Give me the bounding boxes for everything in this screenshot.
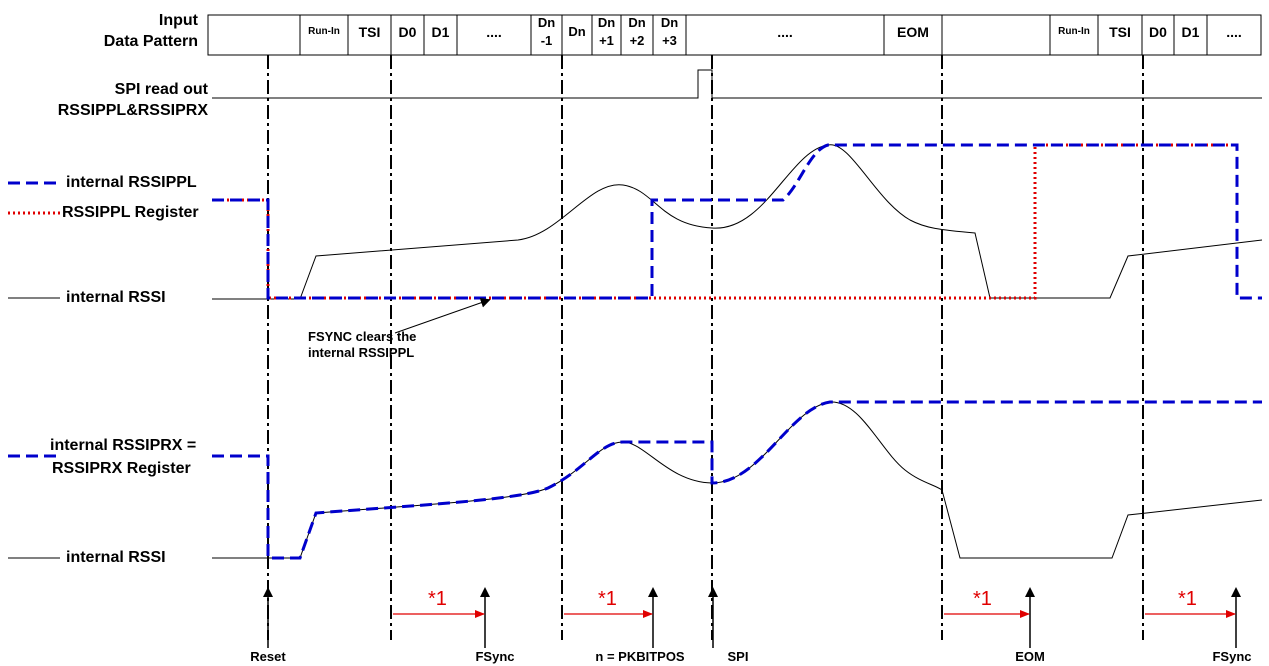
- pattern-cell-label: Run-In: [308, 26, 340, 37]
- rssiprx-register-label: RSSIPRX Register: [52, 460, 191, 477]
- event-label-fsync-2: FSync: [1212, 649, 1252, 664]
- pattern-cell-sublabel: +3: [662, 33, 677, 48]
- pattern-cell-label: ....: [486, 24, 502, 40]
- pattern-cell-sublabel: +2: [629, 33, 645, 48]
- pattern-cell-sublabel: +1: [599, 33, 614, 48]
- delay-label: *1: [428, 588, 447, 610]
- pattern-cell-label: Dn: [660, 15, 679, 30]
- spi-readout-signal: [212, 69, 1262, 99]
- pattern-cell-label: D1: [431, 24, 450, 40]
- internal-rssi-label-lower: internal RSSI: [66, 549, 166, 566]
- pattern-cell-label: D0: [1149, 24, 1167, 40]
- pattern-cell-sublabel: -1: [540, 33, 553, 48]
- pattern-cell-label: TSI: [358, 24, 381, 40]
- pattern-cell-label: ....: [1226, 24, 1242, 40]
- event-label-fsync-1: FSync: [475, 649, 515, 664]
- delay-label: *1: [1178, 588, 1197, 610]
- rssippl-register-label: RSSIPPL Register: [62, 204, 199, 221]
- event-label-pkbitpos: n = PKBITPOS: [595, 649, 685, 664]
- fsync-annotation-line2: internal RSSIPPL: [308, 345, 415, 360]
- pattern-cell-label: Dn: [628, 15, 646, 30]
- pattern-cell-label: EOM: [897, 24, 929, 40]
- rssi-signal-lower: [212, 401, 1263, 559]
- internal-rssippl-signal: [212, 143, 1262, 300]
- internal-rssippl-label: internal RSSIPPL: [66, 174, 197, 191]
- delay-label: *1: [598, 588, 617, 610]
- internal-rssi-label-upper: internal RSSI: [66, 289, 166, 306]
- header-label-line1: Input: [158, 12, 198, 29]
- rssippl-register-signal: [212, 143, 1240, 300]
- internal-rssiprx-label: internal RSSIPRX =: [50, 437, 197, 454]
- pattern-cell-label: Dn: [568, 24, 586, 39]
- pattern-cell-label: D1: [1181, 24, 1200, 40]
- fsync-annotation-line1: FSYNC clears the: [308, 329, 417, 344]
- legend-samples: [8, 181, 60, 559]
- data-pattern-row: [207, 14, 1262, 56]
- pattern-cell-label: Dn: [537, 15, 556, 30]
- internal-rssiprx-signal: [212, 400, 1262, 560]
- delay-label: *1: [973, 588, 992, 610]
- pattern-cell-label: ....: [777, 24, 793, 40]
- rssi-signal-upper: [212, 144, 1263, 300]
- event-label-eom: EOM: [1015, 649, 1045, 664]
- pattern-cell-label: Run-In: [1058, 26, 1090, 37]
- header-label-line2: Data Pattern: [103, 33, 198, 50]
- event-lines: [267, 55, 1144, 640]
- pattern-cell-label: Dn: [597, 15, 616, 30]
- annotation-arrow: [394, 297, 491, 334]
- event-label-spi: SPI: [727, 649, 749, 664]
- event-label-reset: Reset: [250, 649, 286, 664]
- pattern-cell-label: TSI: [1109, 24, 1131, 40]
- spi-readout-label: SPI read out: [114, 81, 208, 98]
- event-arrows: [263, 587, 1241, 648]
- pattern-cell-label: D0: [398, 24, 417, 40]
- spi-readout-sublabel: RSSIPPL&RSSIPRX: [57, 102, 208, 119]
